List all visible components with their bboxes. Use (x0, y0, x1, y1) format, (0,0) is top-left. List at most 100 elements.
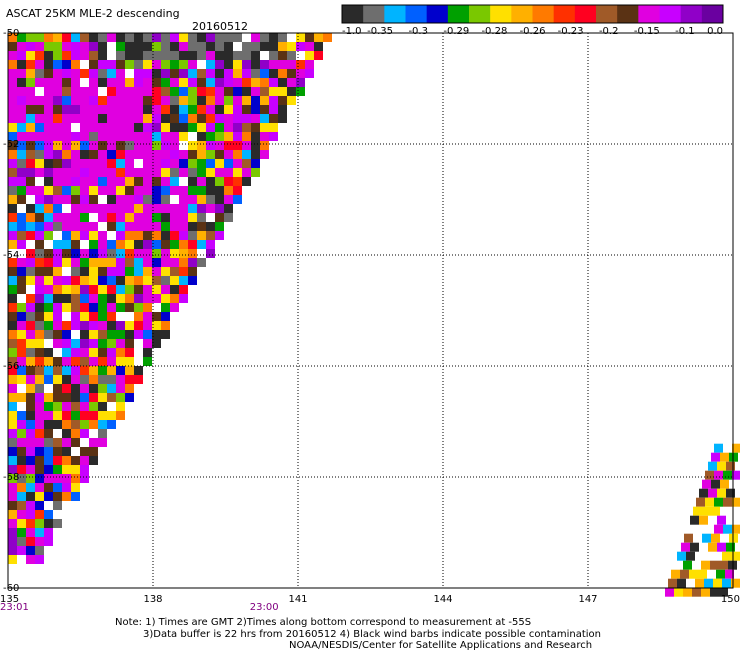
mle-cell (8, 366, 17, 375)
mle-cell (62, 231, 71, 240)
mle-cell (53, 285, 62, 294)
mle-cell (134, 294, 143, 303)
mle-cell (152, 51, 161, 60)
mle-cell (98, 168, 107, 177)
mle-cell (125, 78, 134, 87)
mle-cell (71, 114, 80, 123)
mle-cell (116, 348, 125, 357)
mle-cell (35, 411, 44, 420)
mle-cell (89, 411, 98, 420)
mle-cell (152, 114, 161, 123)
mle-cell (35, 105, 44, 114)
mle-cell (125, 213, 134, 222)
mle-cell (17, 222, 26, 231)
mle-cell (26, 375, 35, 384)
mle-cell (44, 348, 53, 357)
mle-cell (80, 285, 89, 294)
mle-cell (44, 249, 53, 258)
mle-cell (197, 204, 206, 213)
mle-cell (179, 276, 188, 285)
colorbar-swatch (363, 5, 385, 23)
mle-cell (62, 69, 71, 78)
mle-cell (251, 51, 260, 60)
mle-cell (242, 42, 251, 51)
mle-cell (107, 375, 116, 384)
mle-cell (26, 42, 35, 51)
lat-tick-label: -52 (3, 139, 19, 150)
mle-cell (702, 506, 711, 516)
mle-cell (44, 456, 53, 465)
mle-cell (98, 186, 107, 195)
mle-cell (26, 222, 35, 231)
mle-cell (242, 69, 251, 78)
mle-cell (170, 240, 179, 249)
colorbar-swatch (553, 5, 576, 23)
mle-cell (44, 429, 53, 438)
mle-cell (170, 294, 179, 303)
mle-cell (143, 276, 152, 285)
mle-cell (8, 267, 17, 276)
mle-cell (80, 348, 89, 357)
mle-cell (26, 78, 35, 87)
mle-cell (197, 78, 206, 87)
mle-cell (17, 105, 26, 114)
mle-cell (98, 294, 107, 303)
lat-tick-label: -54 (3, 250, 19, 261)
mle-cell (26, 528, 35, 537)
mle-cell (71, 321, 80, 330)
mle-cell (62, 339, 71, 348)
mle-cell (17, 177, 26, 186)
mle-cell (98, 402, 107, 411)
mle-cell (107, 168, 116, 177)
mle-cell (260, 114, 269, 123)
mle-cell (89, 339, 98, 348)
mle-cell (98, 375, 107, 384)
mle-cell (197, 141, 206, 150)
mle-cell (143, 249, 152, 258)
mle-cell (107, 177, 116, 186)
mle-cell (143, 285, 152, 294)
mle-cell (71, 312, 80, 321)
mle-cell (53, 60, 62, 69)
mle-cell (53, 33, 62, 42)
mle-cell (89, 267, 98, 276)
mle-cell (62, 33, 71, 42)
lon-tick-label: 147 (578, 594, 597, 605)
mle-cell (8, 294, 17, 303)
mle-cell (44, 312, 53, 321)
mle-cell (215, 186, 224, 195)
mle-cell (80, 132, 89, 141)
map-date: 20160512 (192, 20, 248, 33)
mle-cell (296, 69, 305, 78)
mle-cell (35, 195, 44, 204)
mle-cell (62, 411, 71, 420)
mle-cell (197, 231, 206, 240)
mle-cell (179, 294, 188, 303)
mle-cell (71, 393, 80, 402)
mle-cell (215, 222, 224, 231)
mle-cell (125, 294, 134, 303)
mle-cell (62, 150, 71, 159)
colorbar-swatch (469, 5, 491, 23)
mle-cell (152, 150, 161, 159)
mle-cell (723, 524, 732, 534)
mle-cell (269, 105, 278, 114)
mle-cell (80, 294, 89, 303)
mle-cell (134, 33, 143, 42)
mle-cell (62, 492, 71, 501)
mle-cell (89, 438, 98, 447)
mle-cell (89, 321, 98, 330)
mle-cell (53, 141, 62, 150)
mle-cell (80, 114, 89, 123)
mle-cell (8, 447, 17, 456)
mle-cell (71, 456, 80, 465)
mle-cell (80, 456, 89, 465)
mle-cell (35, 285, 44, 294)
mle-cell (125, 114, 134, 123)
mle-cell (116, 168, 125, 177)
mle-cell (62, 285, 71, 294)
mle-cell (35, 420, 44, 429)
mle-cell (278, 78, 287, 87)
mle-cell (116, 132, 125, 141)
mle-cell (98, 150, 107, 159)
